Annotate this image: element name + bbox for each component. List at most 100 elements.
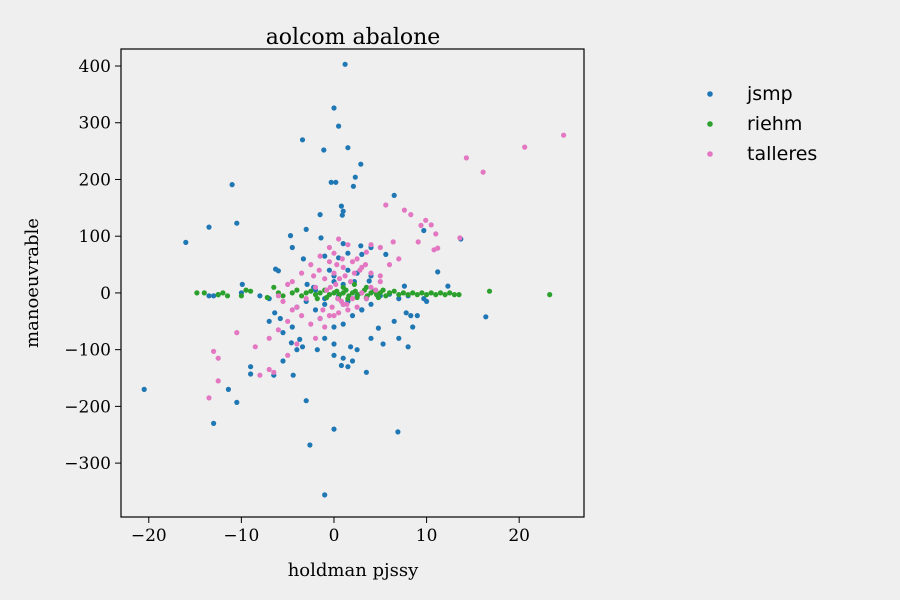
data-point: [486, 288, 493, 294]
x-tick-label: 0: [329, 526, 340, 546]
data-point: [400, 290, 406, 296]
data-point: [383, 202, 389, 208]
data-point: [386, 290, 393, 296]
data-point: [354, 304, 360, 310]
data-point: [396, 292, 402, 298]
data-point: [201, 290, 207, 296]
data-point: [340, 321, 346, 327]
data-point: [349, 358, 356, 364]
data-point: [303, 296, 309, 302]
points-layer: [141, 61, 567, 498]
data-point: [280, 293, 286, 299]
data-point: [287, 233, 294, 239]
data-point: [327, 284, 333, 290]
data-point: [351, 281, 357, 287]
x-axis: −20 −10 0 10 20: [131, 517, 530, 546]
data-point: [331, 313, 337, 319]
data-point: [445, 283, 451, 289]
data-point: [414, 313, 420, 319]
data-point: [362, 262, 369, 268]
data-point: [215, 292, 221, 298]
data-point: [345, 145, 351, 151]
data-point: [344, 301, 350, 307]
data-point: [377, 244, 383, 251]
data-point: [264, 294, 270, 301]
data-point: [357, 267, 363, 273]
data-point: [345, 307, 351, 313]
data-point: [428, 290, 434, 296]
data-point: [275, 293, 281, 299]
data-point: [368, 301, 374, 307]
data-point: [396, 335, 402, 341]
data-point: [234, 399, 240, 405]
data-point: [368, 335, 374, 341]
data-point: [342, 61, 348, 67]
data-point: [336, 276, 343, 282]
data-point: [312, 284, 319, 290]
data-point: [304, 281, 310, 287]
data-point: [414, 292, 420, 298]
data-point: [331, 324, 337, 330]
data-point: [329, 304, 335, 310]
data-point: [206, 395, 212, 401]
data-point: [289, 279, 295, 285]
data-point: [183, 239, 189, 245]
data-point: [345, 242, 351, 248]
data-point: [351, 270, 357, 276]
data-point: [354, 256, 360, 262]
data-point: [252, 344, 258, 350]
data-point: [294, 347, 300, 353]
y-tick-label: −100: [64, 341, 111, 361]
data-point: [206, 224, 212, 230]
data-point: [314, 296, 320, 302]
legend-label-jsmp: jsmp: [746, 83, 793, 105]
data-point: [359, 251, 365, 257]
data-point: [336, 310, 342, 316]
data-point: [272, 310, 278, 316]
data-point: [419, 290, 425, 296]
x-tick-label: −10: [223, 526, 259, 546]
data-point: [317, 253, 323, 259]
data-point: [421, 227, 427, 234]
data-point: [350, 183, 356, 189]
data-point: [275, 268, 281, 274]
data-point: [424, 292, 430, 298]
data-point: [396, 296, 402, 302]
y-tick-label: 400: [79, 57, 111, 77]
data-point: [421, 296, 427, 302]
data-point: [312, 307, 319, 313]
x-tick-label: 10: [416, 526, 438, 546]
data-point: [340, 264, 346, 270]
data-point: [317, 315, 323, 322]
data-point: [547, 292, 553, 298]
data-point: [331, 105, 337, 111]
data-point: [312, 335, 319, 341]
data-point: [331, 352, 337, 358]
data-point: [257, 372, 263, 378]
data-point: [322, 253, 328, 259]
legend-marker-riehm: [707, 121, 713, 127]
data-point: [395, 429, 401, 435]
data-point: [345, 250, 351, 256]
data-point: [215, 355, 221, 361]
data-point: [312, 292, 319, 298]
data-point: [366, 278, 372, 284]
y-tick-label: 0: [100, 284, 111, 304]
data-point: [349, 313, 356, 319]
data-point: [383, 293, 389, 299]
data-point: [289, 324, 295, 330]
data-point: [522, 144, 528, 150]
data-point: [358, 243, 364, 249]
data-point: [380, 287, 386, 293]
data-point: [285, 352, 291, 358]
data-point: [333, 281, 339, 287]
y-tick-label: −300: [64, 454, 111, 474]
data-point: [348, 279, 354, 285]
data-point: [299, 313, 305, 319]
data-point: [308, 262, 314, 268]
data-point: [266, 318, 272, 324]
data-point: [561, 132, 567, 138]
data-point: [317, 290, 323, 296]
data-point: [239, 281, 245, 287]
data-point: [290, 372, 296, 378]
